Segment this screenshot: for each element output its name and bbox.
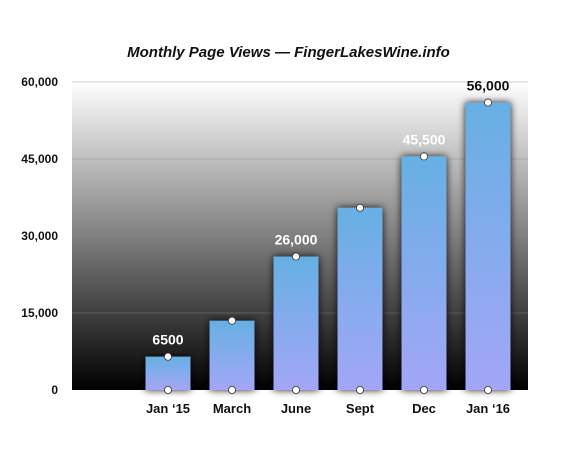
data-label: 6500 [152,332,183,348]
y-tick-label: 30,000 [21,229,58,243]
bar [337,207,383,390]
bar [145,356,191,390]
bar [401,156,447,390]
x-tick-label: Sept [346,401,375,416]
bar-top-marker [163,352,172,361]
data-label: 56,000 [467,78,510,94]
bar-base-marker [355,385,364,394]
bar-base-marker [291,385,300,394]
y-tick-label: 15,000 [21,306,58,320]
data-label: 26,000 [275,232,318,248]
bar-base-marker [163,385,172,394]
bar-top-marker [227,316,236,325]
bar-top-marker [291,252,300,261]
x-tick-label: March [213,401,251,416]
y-tick-label: 60,000 [21,75,58,89]
x-tick-label: Jan ‘15 [146,401,190,416]
bar-base-marker [419,385,428,394]
y-tick-label: 0 [51,383,58,397]
y-tick-label: 45,000 [21,152,58,166]
x-tick-label: Dec [412,401,436,416]
bar [465,102,511,391]
chart-title: Monthly Page Views — FingerLakesWine.inf… [127,44,450,61]
bar [273,256,319,390]
bar-top-marker [419,152,428,161]
bar-base-marker [227,385,236,394]
bar [209,320,255,390]
x-tick-label: Jan ‘16 [466,401,510,416]
data-label: 45,500 [403,131,446,147]
bar-base-marker [483,385,492,394]
bar-top-marker [483,98,492,107]
x-tick-label: June [281,401,311,416]
bar-top-marker [355,203,364,212]
